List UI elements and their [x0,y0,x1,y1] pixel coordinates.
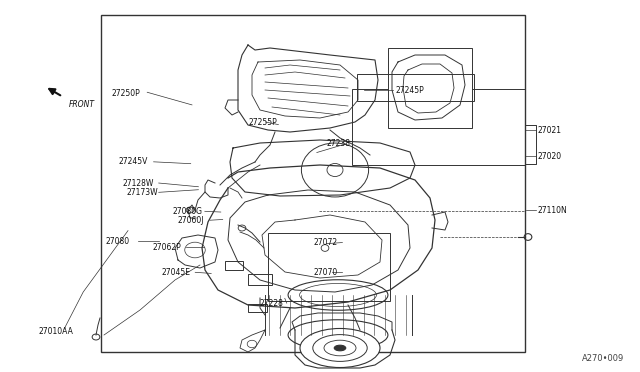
Text: 27045E: 27045E [161,268,190,277]
Text: 27238: 27238 [326,140,351,148]
Text: 27245P: 27245P [396,86,424,95]
Text: 27020: 27020 [538,152,562,161]
Text: 27080G: 27080G [173,207,203,216]
Text: 27062P: 27062P [152,243,181,252]
Text: 27072: 27072 [314,238,338,247]
Text: 27110N: 27110N [538,206,567,215]
Ellipse shape [288,320,388,350]
Text: 27021: 27021 [538,126,562,135]
Bar [101,15,525,352]
Ellipse shape [334,345,346,351]
Text: 27245V: 27245V [118,157,148,166]
Text: 27060J: 27060J [178,216,204,225]
Text: 27128W: 27128W [123,179,154,187]
Text: 27250P: 27250P [112,89,141,97]
Bar [248,274,273,285]
Text: 27228: 27228 [259,299,283,308]
Text: 27070: 27070 [314,268,338,277]
Bar [268,232,390,301]
Text: A270•009: A270•009 [582,354,624,363]
Text: 27080: 27080 [106,237,130,246]
Bar [388,48,472,128]
Bar [225,261,243,270]
Bar [352,89,525,165]
Text: FRONT: FRONT [69,100,95,109]
Ellipse shape [300,328,380,368]
Bar [357,74,474,101]
Bar [248,304,268,312]
Text: 27010AA: 27010AA [38,327,73,336]
Text: 27255P: 27255P [248,118,277,126]
Text: 27173W: 27173W [127,188,158,197]
